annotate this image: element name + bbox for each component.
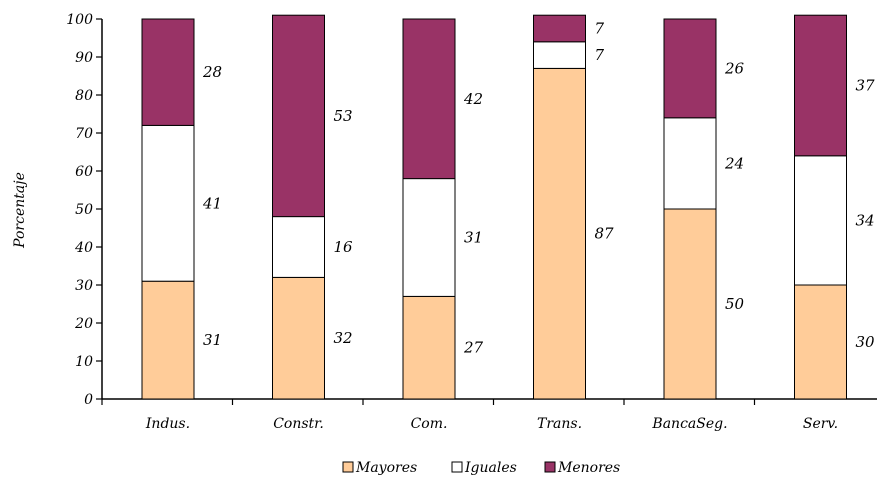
y-axis: 0 10 20 30 40 50 60 70 80 90 100 bbox=[66, 12, 103, 408]
bar-segment-iguales bbox=[141, 124, 195, 282]
data-label-iguales: 34 bbox=[856, 211, 875, 229]
data-label-menores: 53 bbox=[334, 107, 353, 125]
y-tick-label: 90 bbox=[75, 50, 93, 66]
data-label-iguales: 31 bbox=[464, 229, 483, 247]
legend-swatch-iguales bbox=[451, 461, 463, 473]
legend-swatch-menores bbox=[544, 461, 556, 473]
data-label-mayores: 30 bbox=[856, 333, 876, 351]
legend-label-iguales: Iguales bbox=[464, 460, 517, 476]
y-tick-label: 30 bbox=[75, 278, 93, 294]
y-tick-label: 40 bbox=[74, 240, 93, 256]
y-tick-label: 70 bbox=[75, 126, 93, 142]
data-label-menores: 37 bbox=[856, 77, 876, 95]
bar-segment-menores bbox=[533, 14, 586, 43]
bar-segment-menores bbox=[663, 18, 717, 119]
data-label-mayores: 32 bbox=[334, 329, 353, 347]
y-tick-label: 100 bbox=[66, 12, 93, 28]
y-tick-label: 10 bbox=[75, 354, 93, 370]
y-tick-label: 50 bbox=[75, 202, 93, 218]
data-label-menores: 26 bbox=[724, 59, 745, 77]
bar-segment-menores bbox=[402, 18, 456, 180]
bar-segment-menores bbox=[794, 14, 847, 157]
bar-segment-mayores bbox=[533, 67, 586, 400]
bar-segment-mayores bbox=[141, 280, 195, 400]
bar-segment-iguales bbox=[272, 216, 325, 278]
x-category-label: Com. bbox=[411, 416, 448, 432]
data-label-iguales: 41 bbox=[202, 194, 222, 212]
x-category-label: BancaSeg. bbox=[651, 416, 727, 432]
x-axis: Indus. Constr. Com. Trans. BancaSeg. Serv. bbox=[101, 398, 877, 432]
legend-label-menores: Menores bbox=[557, 460, 620, 476]
y-tick-label: 80 bbox=[75, 88, 93, 104]
data-label-mayores: 87 bbox=[595, 225, 615, 243]
data-labels: 31 41 28 32 16 53 27 31 42 87 7 7 50 24 26 30 34 37 bbox=[202, 20, 875, 357]
y-axis-label: Porcentaje bbox=[12, 172, 28, 249]
data-label-menores: 7 bbox=[595, 20, 605, 38]
bar-segment-mayores bbox=[272, 276, 325, 400]
data-label-iguales: 7 bbox=[595, 46, 605, 64]
bar-segment-iguales bbox=[533, 41, 586, 69]
data-label-mayores: 31 bbox=[203, 331, 222, 349]
bar-segment-menores bbox=[272, 14, 325, 218]
data-label-menores: 28 bbox=[202, 63, 222, 81]
legend-swatch-mayores bbox=[342, 461, 354, 473]
bar-segment-iguales bbox=[794, 155, 847, 286]
data-label-iguales: 16 bbox=[334, 238, 354, 256]
x-category-label: Serv. bbox=[803, 416, 838, 432]
bar-segment-mayores bbox=[794, 284, 847, 400]
y-tick-label: 60 bbox=[75, 164, 93, 180]
legend-label-mayores: Mayores bbox=[355, 460, 417, 476]
data-label-mayores: 50 bbox=[725, 295, 745, 313]
y-tick-label: 20 bbox=[74, 316, 93, 332]
bar-segment-mayores bbox=[663, 208, 717, 400]
x-category-label: Indus. bbox=[145, 416, 190, 432]
x-category-label: Trans. bbox=[537, 416, 582, 432]
data-label-mayores: 27 bbox=[463, 339, 484, 357]
bar-segment-iguales bbox=[663, 117, 717, 210]
legend: Mayores Iguales Menores bbox=[342, 460, 620, 476]
data-label-menores: 42 bbox=[463, 90, 483, 108]
y-tick-label: 0 bbox=[84, 392, 93, 408]
bar-segment-iguales bbox=[402, 178, 456, 297]
bar-segment-mayores bbox=[402, 295, 456, 400]
data-label-iguales: 24 bbox=[724, 154, 744, 172]
x-category-label: Constr. bbox=[273, 416, 324, 432]
bars bbox=[141, 14, 847, 400]
bar-segment-menores bbox=[141, 18, 195, 126]
